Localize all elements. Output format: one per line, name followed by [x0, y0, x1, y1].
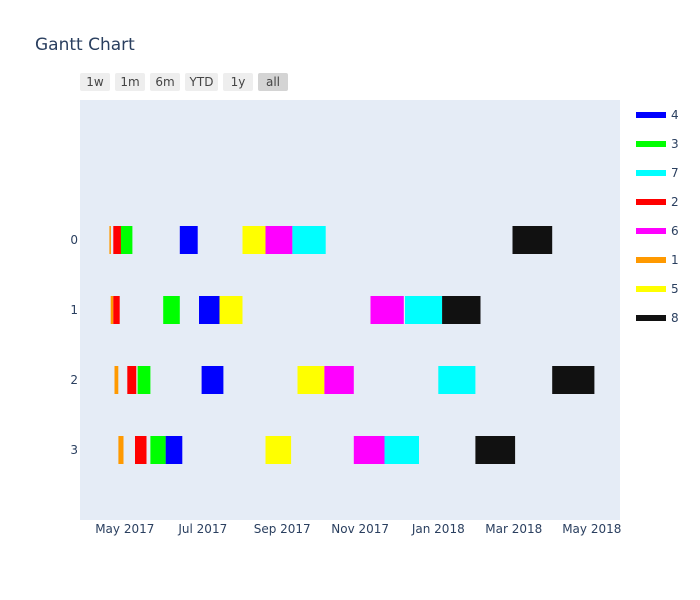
task-bar-row1-resource3[interactable]	[163, 296, 180, 324]
task-bar-row2-resource1[interactable]	[114, 366, 119, 394]
y-tick-label: 1	[70, 303, 78, 317]
legend-item-4[interactable]: 4	[636, 108, 679, 122]
legend-item-8[interactable]: 8	[636, 311, 679, 325]
legend-swatch	[636, 170, 666, 176]
range-button-ytd[interactable]: YTD	[185, 73, 218, 91]
legend-label: 2	[671, 195, 679, 209]
task-bar-row2-resource6[interactable]	[324, 366, 354, 394]
task-bar-row2-resource8[interactable]	[552, 366, 595, 394]
legend-label: 8	[671, 311, 679, 325]
legend-label: 1	[671, 253, 679, 267]
legend-swatch	[636, 228, 666, 234]
range-button-1m[interactable]: 1m	[115, 73, 145, 91]
x-tick-label: Jan 2018	[411, 522, 465, 536]
legend-item-1[interactable]: 1	[636, 253, 679, 267]
task-bar-row1-resource1[interactable]	[110, 296, 114, 324]
task-bar-row2-resource7[interactable]	[438, 366, 476, 394]
task-bar-row3-resource8[interactable]	[475, 436, 516, 464]
range-button-label: YTD	[189, 75, 214, 89]
task-bar-row3-resource5[interactable]	[265, 436, 292, 464]
range-button-1y[interactable]: 1y	[223, 73, 253, 91]
legend-label: 4	[671, 108, 679, 122]
x-tick-label: May 2018	[562, 522, 621, 536]
range-button-all[interactable]: all	[258, 73, 288, 91]
legend-item-5[interactable]: 5	[636, 282, 679, 296]
task-bar-row3-resource1[interactable]	[118, 436, 124, 464]
legend-label: 3	[671, 137, 679, 151]
task-bar-row3-resource2[interactable]	[135, 436, 147, 464]
legend-label: 5	[671, 282, 679, 296]
range-button-6m[interactable]: 6m	[150, 73, 180, 91]
task-bar-row1-resource8[interactable]	[442, 296, 481, 324]
legend: 4 3 7 2 6 1 5 8	[636, 108, 679, 325]
task-bar-row0-resource1[interactable]	[109, 226, 111, 254]
range-button-label: all	[266, 75, 280, 89]
legend-swatch	[636, 199, 666, 205]
y-axis: 0 1 2 3	[70, 233, 78, 457]
task-bar-row0-resource3[interactable]	[120, 226, 133, 254]
legend-swatch	[636, 141, 666, 147]
task-bar-row1-resource4[interactable]	[199, 296, 220, 324]
x-axis: May 2017 Jul 2017 Sep 2017 Nov 2017 Jan 2018…	[95, 522, 621, 536]
legend-item-2[interactable]: 2	[636, 195, 679, 209]
y-tick-label: 0	[70, 233, 78, 247]
y-tick-label: 2	[70, 373, 78, 387]
x-tick-label: Mar 2018	[485, 522, 542, 536]
task-bar-row1-resource6[interactable]	[370, 296, 404, 324]
legend-item-3[interactable]: 3	[636, 137, 679, 151]
task-bar-row3-resource6[interactable]	[353, 436, 385, 464]
legend-swatch	[636, 286, 666, 292]
task-bar-row0-resource6[interactable]	[265, 226, 293, 254]
legend-item-7[interactable]: 7	[636, 166, 679, 180]
legend-label: 6	[671, 224, 679, 238]
legend-swatch	[636, 257, 666, 263]
task-bar-row3-resource4[interactable]	[165, 436, 183, 464]
task-bar-row2-resource5[interactable]	[297, 366, 325, 394]
legend-label: 7	[671, 166, 679, 180]
range-button-label: 6m	[155, 75, 174, 89]
task-bars	[109, 226, 595, 464]
legend-swatch	[636, 112, 666, 118]
task-bar-row0-resource8[interactable]	[512, 226, 553, 254]
task-bar-row1-resource7[interactable]	[405, 296, 443, 324]
x-tick-label: Nov 2017	[331, 522, 389, 536]
task-bar-row0-resource4[interactable]	[179, 226, 198, 254]
x-tick-label: May 2017	[95, 522, 154, 536]
range-button-label: 1y	[231, 75, 246, 89]
range-selector: 1w 1m 6m YTD 1y all	[80, 73, 288, 91]
task-bar-row2-resource4[interactable]	[201, 366, 224, 394]
task-bar-row3-resource7[interactable]	[384, 436, 420, 464]
task-bar-row2-resource3[interactable]	[137, 366, 151, 394]
chart-title: Gantt Chart	[35, 35, 135, 55]
x-tick-label: Jul 2017	[177, 522, 227, 536]
task-bar-row0-resource5[interactable]	[242, 226, 266, 254]
task-bar-row3-resource3[interactable]	[150, 436, 166, 464]
task-bar-row2-resource2[interactable]	[127, 366, 137, 394]
range-button-1w[interactable]: 1w	[80, 73, 110, 91]
range-button-label: 1w	[86, 75, 104, 89]
x-tick-label: Sep 2017	[254, 522, 311, 536]
task-bar-row1-resource5[interactable]	[219, 296, 243, 324]
range-button-label: 1m	[120, 75, 139, 89]
legend-item-6[interactable]: 6	[636, 224, 679, 238]
legend-swatch	[636, 315, 666, 321]
y-tick-label: 3	[70, 443, 78, 457]
task-bar-row0-resource7[interactable]	[292, 226, 326, 254]
task-bar-row0-resource2[interactable]	[113, 226, 121, 254]
task-bar-row1-resource2[interactable]	[113, 296, 120, 324]
